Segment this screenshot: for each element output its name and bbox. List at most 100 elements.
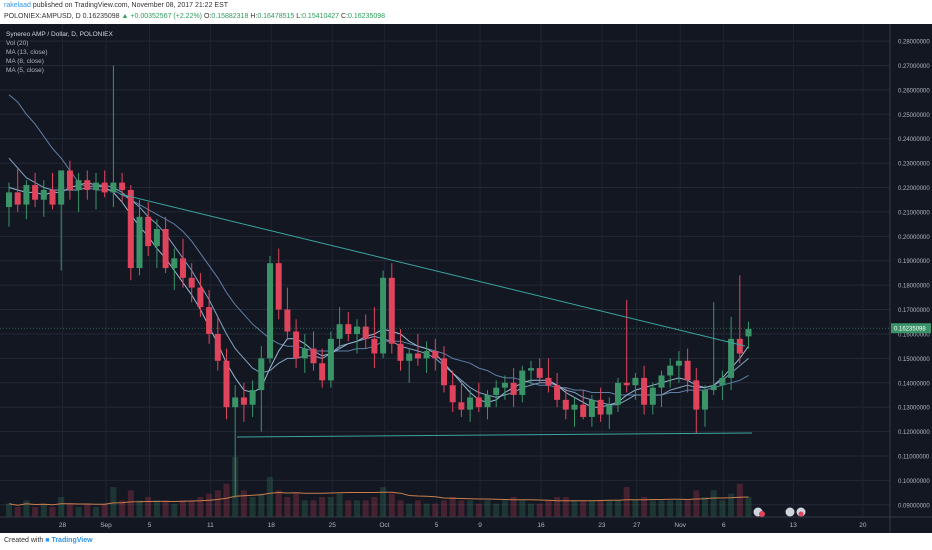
legend-ma5[interactable]: MA (5, close) — [6, 67, 44, 74]
candle-body[interactable] — [397, 343, 404, 361]
candle-body[interactable] — [667, 365, 674, 376]
candle-body[interactable] — [40, 189, 47, 200]
candle-body[interactable] — [423, 351, 430, 359]
candle-body[interactable] — [275, 263, 282, 310]
candle-body[interactable] — [736, 338, 743, 354]
candle-body[interactable] — [293, 331, 300, 359]
candle-body[interactable] — [458, 402, 465, 410]
candle-body[interactable] — [414, 353, 421, 359]
candle-body[interactable] — [66, 170, 73, 190]
candle-body[interactable] — [75, 180, 82, 190]
candle-body[interactable] — [449, 385, 456, 403]
candle-body[interactable] — [588, 399, 595, 417]
candle-body[interactable] — [528, 368, 534, 371]
candle-body[interactable] — [345, 324, 352, 334]
time-axis[interactable]: 28 Sep 5 11 18 25 Oct 5 9 16 23 27 Nov 6 13 20 — [0, 516, 932, 529]
trendlines[interactable] — [119, 193, 753, 438]
candle-body[interactable] — [371, 338, 378, 354]
tradingview-brand[interactable]: TradingView — [51, 537, 93, 544]
candle-body[interactable] — [310, 348, 317, 364]
candlesticks[interactable] — [6, 65, 752, 498]
candle-body[interactable] — [249, 390, 256, 405]
candle-body[interactable] — [284, 309, 291, 332]
candle-body[interactable] — [571, 404, 578, 410]
candle-body[interactable] — [153, 229, 160, 247]
candle-body[interactable] — [336, 324, 343, 339]
candle-body[interactable] — [388, 277, 395, 344]
candle-body[interactable] — [475, 397, 482, 408]
candle-body[interactable] — [675, 360, 682, 366]
event-icon[interactable] — [785, 507, 795, 517]
candle-body[interactable] — [545, 377, 552, 386]
candle-body[interactable] — [615, 382, 621, 405]
candle-body[interactable] — [93, 182, 99, 190]
candle-body[interactable] — [206, 307, 213, 334]
candle-body[interactable] — [232, 397, 239, 408]
candle-body[interactable] — [145, 216, 152, 247]
event-markers[interactable] — [753, 507, 806, 518]
candle-body[interactable] — [162, 229, 169, 269]
legend-ma8[interactable]: MA (8, close) — [6, 58, 44, 65]
candle-body[interactable] — [467, 397, 474, 410]
candle-body[interactable] — [32, 185, 39, 200]
candle-body[interactable] — [745, 329, 752, 337]
candle-body[interactable] — [710, 385, 717, 391]
candle-body[interactable] — [84, 180, 91, 190]
candle-body[interactable] — [632, 377, 639, 386]
candle-body[interactable] — [562, 399, 569, 410]
descending-trendline[interactable] — [119, 193, 746, 347]
candle-body[interactable] — [58, 170, 65, 205]
candle-body[interactable] — [484, 394, 491, 408]
price-axis[interactable]: 0.28000000 0.27000000 0.26000000 0.25000000… — [0, 24, 932, 533]
candle-body[interactable] — [23, 185, 30, 205]
candle-body[interactable] — [49, 189, 56, 205]
candle-body[interactable] — [188, 277, 195, 288]
price-chart[interactable]: Synereo AMP / Dollar, D, POLONIEX Vol (2… — [0, 24, 932, 533]
candle-body[interactable] — [362, 326, 369, 339]
candle-body[interactable] — [554, 385, 561, 400]
candle-body[interactable] — [580, 404, 587, 417]
candle-body[interactable] — [127, 189, 134, 269]
candle-body[interactable] — [180, 258, 186, 278]
legend-ma13[interactable]: MA (13, close) — [6, 49, 48, 56]
candle-body[interactable] — [641, 377, 648, 405]
candle-body[interactable] — [406, 353, 413, 361]
event-icon[interactable] — [759, 511, 765, 517]
candle-body[interactable] — [119, 182, 126, 190]
candle-body[interactable] — [197, 287, 204, 308]
candle-body[interactable] — [354, 326, 360, 334]
candle-body[interactable] — [267, 263, 273, 359]
candle-body[interactable] — [719, 377, 726, 386]
support-trendline[interactable] — [236, 432, 753, 438]
event-icon[interactable] — [798, 511, 804, 517]
candle-body[interactable] — [623, 382, 630, 386]
candle-body[interactable] — [441, 358, 447, 386]
tradingview-logo-icon[interactable]: ■ — [45, 537, 50, 544]
candle-body[interactable] — [649, 387, 656, 405]
candle-body[interactable] — [684, 360, 691, 381]
author-link[interactable]: rakelaad — [4, 2, 31, 9]
candle-body[interactable] — [327, 338, 334, 381]
candle-body[interactable] — [493, 387, 500, 395]
candle-body[interactable] — [171, 258, 178, 269]
candle-body[interactable] — [223, 360, 230, 408]
candle-body[interactable] — [110, 182, 117, 193]
candle-body[interactable] — [6, 192, 12, 208]
candle-body[interactable] — [301, 348, 308, 359]
candle-body[interactable] — [432, 351, 439, 359]
candle-body[interactable] — [14, 192, 21, 205]
candle-body[interactable] — [702, 390, 708, 410]
candle-body[interactable] — [214, 333, 221, 361]
candle-body[interactable] — [380, 277, 387, 354]
candle-body[interactable] — [101, 182, 108, 193]
candle-body[interactable] — [319, 363, 326, 381]
candle-body[interactable] — [606, 404, 613, 415]
candle-body[interactable] — [536, 368, 543, 378]
candle-body[interactable] — [693, 380, 700, 410]
candle-body[interactable] — [240, 397, 247, 405]
candle-body[interactable] — [510, 382, 517, 395]
candle-body[interactable] — [728, 338, 735, 378]
candle-body[interactable] — [658, 375, 665, 388]
candle-body[interactable] — [136, 216, 143, 269]
candle-body[interactable] — [519, 370, 526, 395]
